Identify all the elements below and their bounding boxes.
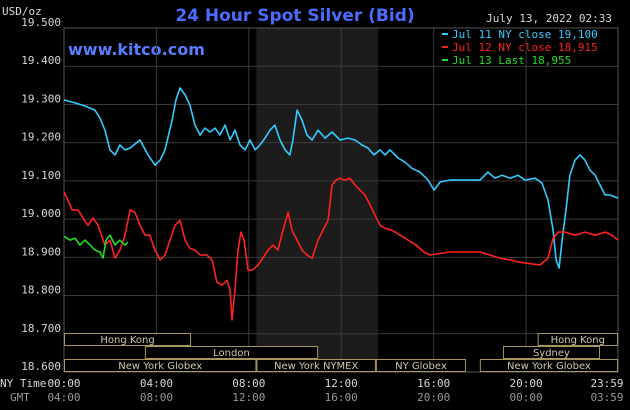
gmt-label: GMT [10,391,30,404]
x-tick-label: 04:00 [140,377,173,390]
session-box [256,359,376,372]
session-label: New York NYMEX [274,361,359,372]
session-box [64,333,192,346]
y-tick-label: 19.400 [21,54,61,67]
y-tick-label: 19.000 [21,207,61,220]
gmt-tick-label: 04:00 [47,391,80,404]
ny-time-label: NY Time [0,377,46,390]
session-label: Hong Kong [100,335,154,346]
legend-label: Jul 12 NY close 18,915 [452,41,598,54]
x-tick-label: 08:00 [232,377,265,390]
y-tick-label: 19.500 [21,16,61,29]
y-unit: USD/oz [2,5,42,18]
gmt-tick-label: 12:00 [232,391,265,404]
highlight-band [256,28,379,372]
session-label: New York Globex [118,361,202,372]
session-label: London [213,348,250,359]
session-box [479,359,618,372]
x-tick-label: 23:59 [590,377,623,390]
gmt-tick-label: 03:59 [590,391,623,404]
gmt-tick-label: 08:00 [140,391,173,404]
y-tick-label: 18.800 [21,284,61,297]
session-label: New York Globex [507,361,591,372]
legend-label: Jul 11 NY close 19,100 [452,28,598,41]
session-label: NY Globex [395,361,447,372]
chart-title: 24 Hour Spot Silver (Bid) [175,6,414,26]
y-tick-label: 19.200 [21,131,61,144]
series-line [63,177,619,321]
x-tick-label: 12:00 [325,377,358,390]
session-box [64,359,257,372]
gmt-tick-label: 00:00 [509,391,542,404]
session-box [537,333,619,346]
y-tick-label: 19.300 [21,92,61,105]
y-tick-label: 18.900 [21,245,61,258]
series-line [63,234,129,259]
x-tick-label: 16:00 [417,377,450,390]
x-tick-label: 20:00 [509,377,542,390]
session-box [375,359,466,372]
session-box [144,346,319,359]
session-label: Hong Kong [551,335,605,346]
gmt-tick-label: 20:00 [417,391,450,404]
watermark: www.kitco.com [68,40,205,59]
legend-label: Jul 13 Last 18,955 [452,54,571,67]
y-tick-label: 18.600 [21,360,61,373]
gmt-tick-label: 16:00 [325,391,358,404]
session-box [502,346,600,359]
session-label: Sydney [533,348,570,359]
x-tick-label: 00:00 [47,377,80,390]
y-tick-label: 18.700 [21,322,61,335]
series-line [63,87,619,269]
timestamp: July 13, 2022 02:33 [486,12,612,25]
y-tick-label: 19.100 [21,169,61,182]
